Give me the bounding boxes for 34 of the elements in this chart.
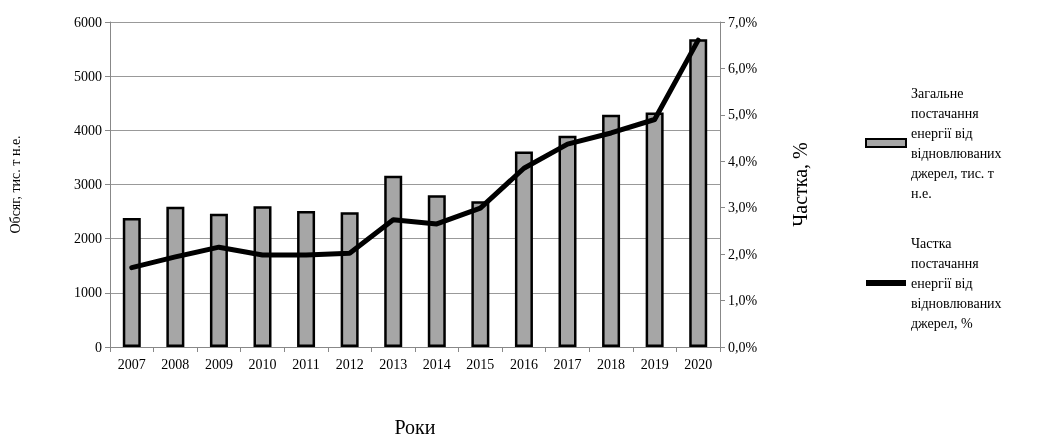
x-tick-label: 2012 [335,356,364,372]
x-tick-label: 2011 [292,356,320,372]
x-tick-label: 2013 [379,356,408,372]
y2-tick-label: 2,0% [728,246,758,262]
x-tick-label: 2015 [466,356,495,372]
x-tick-label: 2014 [422,356,451,372]
legend-label: Загальне постачання енергії від відновлюваних джерел, тис. т н.е. [911,85,1002,201]
y-tick-label: 6000 [74,14,102,30]
y2-axis-title: Частка, % [789,142,811,227]
y2-tick-label: 1,0% [728,293,758,309]
y-tick-label: 5000 [74,68,102,84]
y-tick-label: 4000 [74,122,102,138]
y2-tick-label: 5,0% [728,107,758,123]
y-tick-label: 0 [95,339,102,355]
x-tick-label: 2007 [117,356,146,372]
y-tick-label: 1000 [74,285,102,301]
y2-tick-label: 4,0% [728,153,758,169]
x-tick-label: 2018 [597,356,626,372]
x-tick-label: 2009 [204,356,233,372]
x-tick-label: 2020 [684,356,713,372]
y2-tick-label: 3,0% [728,200,758,216]
x-tick-label: 2017 [553,356,582,372]
x-axis-title: Роки [394,416,436,438]
x-tick-label: 2016 [509,356,538,372]
y-axis-title: Обсяг, тис. т н.е. [7,135,23,234]
legend-label: Частка постачання енергії від відновлюваних джерел, % [911,235,1002,331]
x-tick-label: 2019 [640,356,669,372]
y-tick-label: 3000 [74,177,102,192]
x-tick-label: 2010 [248,356,277,372]
y2-tick-label: 7,0% [728,14,758,30]
x-tick-label: 2008 [161,356,190,372]
y2-tick-label: 0,0% [728,339,758,355]
y2-tick-label: 6,0% [728,60,758,76]
y-tick-label: 2000 [74,231,102,247]
